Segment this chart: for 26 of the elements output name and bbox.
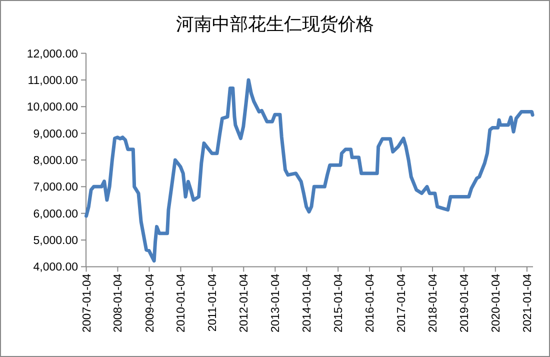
x-tick-label: 2019-01-04 (458, 273, 471, 333)
x-tick-label: 2018-01-04 (428, 273, 440, 333)
y-tick-label: 4,000.00 (33, 262, 78, 274)
y-tick-label: 7,000.00 (33, 182, 78, 194)
x-tick-label: 2012-01-04 (238, 273, 251, 333)
y-tick-label: 6,000.00 (33, 208, 78, 220)
x-tick-label: 2014-01-04 (302, 273, 314, 333)
y-tick-label: 10,000.00 (26, 102, 78, 114)
chart-title: 河南中部花生仁现货价格 (176, 14, 374, 34)
x-tick-label: 2016-01-04 (364, 273, 377, 333)
x-tick-label: 2011-01-04 (207, 273, 220, 332)
x-tick-label: 2008-01-04 (112, 273, 125, 333)
x-tick-label: 2010-01-04 (176, 273, 188, 333)
line-series (84, 78, 534, 263)
x-tick-label: 2007-01-04 (81, 273, 94, 333)
x-tick-label: 2020-01-04 (490, 273, 502, 333)
x-tick-label: 2017-01-04 (396, 273, 408, 333)
y-tick-label: 8,000.00 (33, 155, 78, 167)
y-tick-label: 5,000.00 (33, 235, 78, 248)
x-tick-label: 2021-01-04 (522, 273, 534, 333)
y-tick-label: 12,000.00 (26, 48, 78, 60)
x-tick-label: 2009-01-04 (144, 273, 156, 333)
x-tick-label: 2015-01-04 (333, 273, 346, 333)
x-tick-label: 2013-01-04 (270, 273, 282, 333)
y-tick-label: 11,000.00 (28, 74, 78, 87)
y-tick-label: 9,000.00 (33, 128, 78, 140)
